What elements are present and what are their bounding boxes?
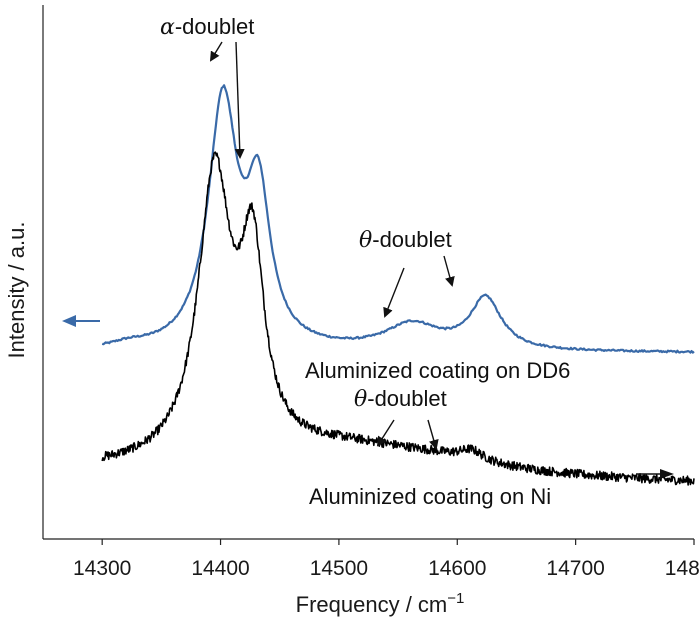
x-axis-ticks: 14300 14400 14500 14600 14700 14800 (73, 539, 700, 580)
x-axis-title-sup: −1 (447, 590, 464, 607)
theta-arrow-ni-2 (427, 419, 439, 450)
theta-arrow-dd6-2 (443, 255, 455, 287)
series-line-dd6 (101, 84, 695, 354)
theta-doublet-label-dd6: θ-doublet (359, 227, 452, 253)
alpha-arrow-1 (209, 41, 223, 62)
x-tick-label: 14400 (191, 557, 249, 580)
theta-label-text-ni: -doublet (367, 386, 447, 411)
label-ni: Aluminized coating on Ni (309, 484, 551, 509)
label-dd6: Aluminized coating on DD6 (305, 358, 570, 383)
alpha-label-text: -doublet (175, 14, 255, 39)
y-axis-title: Intensity / a.u. (4, 222, 29, 359)
annotations: α-doublet θ-doublet Aluminized coating o… (160, 14, 570, 509)
x-tick-label: 14500 (310, 557, 368, 580)
x-tick-label: 14800 (665, 557, 700, 580)
x-tick-label: 14600 (428, 557, 486, 580)
x-axis-title-text: Frequency / cm (296, 592, 448, 617)
theta-arrow-ni-1 (376, 419, 395, 447)
x-tick-label: 14300 (73, 557, 131, 580)
alpha-arrow-2 (234, 41, 245, 159)
x-axis-title: Frequency / cm−1 (296, 590, 465, 617)
left-axis-arrowhead (62, 315, 76, 327)
alpha-doublet-label: α-doublet (160, 14, 254, 40)
theta-arrow-dd6-1 (383, 267, 405, 318)
theta-doublet-label-ni: θ-doublet (354, 386, 447, 412)
alpha-symbol: α (160, 15, 175, 40)
series-line-ni (101, 151, 695, 486)
theta-symbol-ni: θ (354, 387, 367, 412)
x-tick-label: 14700 (546, 557, 604, 580)
right-axis-arrowhead (660, 469, 674, 479)
series-lines (101, 84, 695, 486)
theta-label-text-dd6: -doublet (372, 227, 452, 252)
plot-frame (42, 5, 694, 540)
theta-symbol-dd6: θ (359, 228, 372, 253)
